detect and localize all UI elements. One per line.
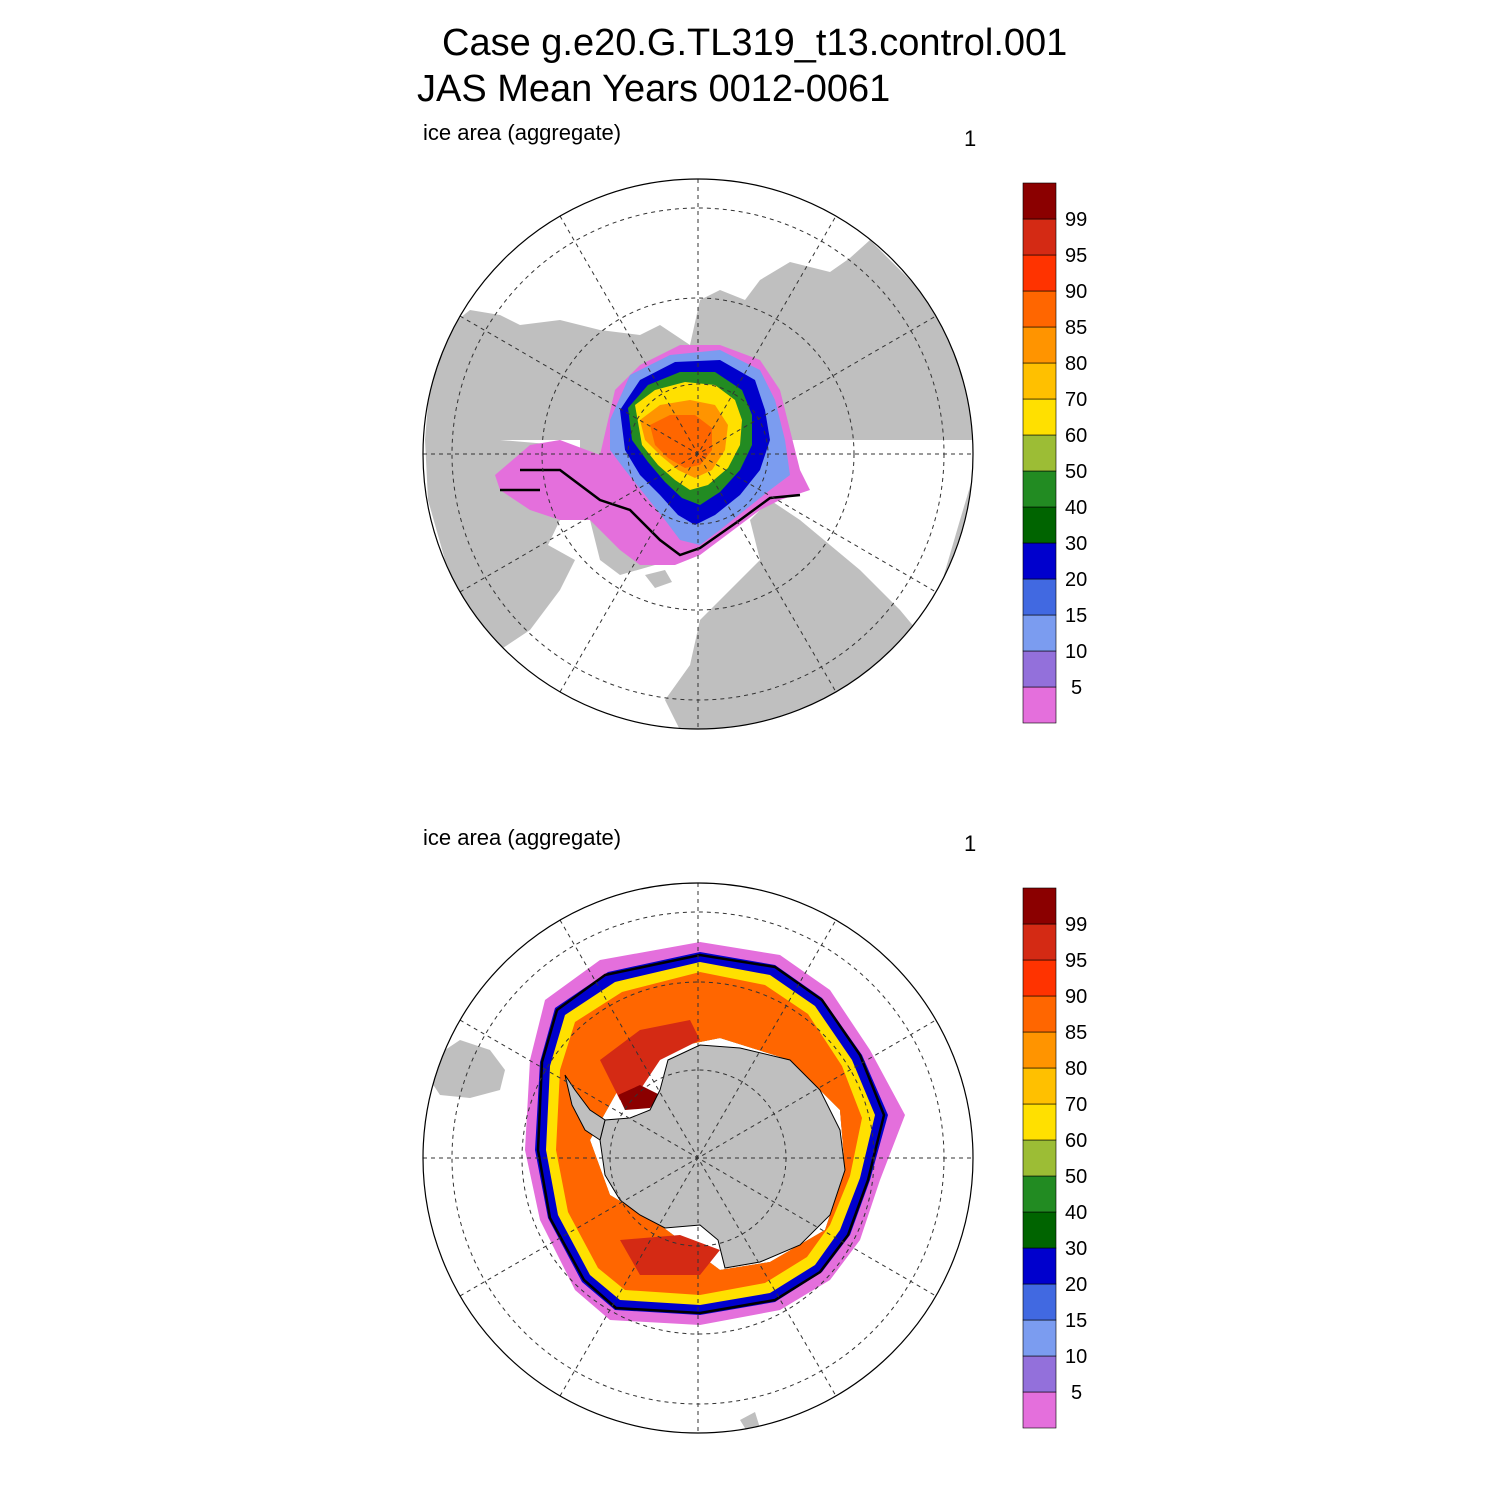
south-colorbar-swatch [1022,1175,1057,1213]
south-colorbar-swatch [1022,1247,1057,1285]
south-colorbar: 5 10 15 20 30 40 50 60 70 80 85 90 95 99 [1022,887,1087,1429]
south-polar-map [422,882,974,1434]
north-colorbar-swatch [1022,362,1057,400]
north-colorbar-swatch [1022,326,1057,364]
north-ice-edge-line [500,468,801,557]
figure-title-case: Case g.e20.G.TL319_t13.control.001 [442,22,1068,64]
south-graticule [423,883,973,1433]
north-colorbar-swatch [1022,578,1057,616]
north-colorbar-swatch [1022,182,1057,220]
south-colorbar-swatch [1022,959,1057,997]
north-colorbar-swatch [1022,650,1057,688]
north-polar-map [422,178,974,730]
north-colorbar-label: 50 [1065,461,1087,483]
figure-title-period: JAS Mean Years 0012-0061 [417,68,891,110]
south-map-boundary [422,882,974,1434]
south-colorbar-swatch [1022,1391,1057,1429]
south-colorbar-label: 85 [1065,1022,1087,1044]
north-colorbar-label: 95 [1065,245,1087,267]
south-colorbar-label: 10 [1065,1346,1087,1368]
south-colorbar-swatch [1022,1103,1057,1141]
north-colorbar-label: 20 [1065,569,1087,591]
south-land-antarctic-peninsula [564,1074,606,1141]
south-colorbar-swatch [1022,1031,1057,1069]
south-colorbar-swatch [1022,1211,1057,1249]
north-colorbar-swatch [1022,290,1057,328]
north-land-eurasia-asia [425,240,973,440]
north-colorbar-label: 99 [1065,209,1087,231]
north-map-boundary [422,178,974,730]
south-colorbar-label: 20 [1065,1274,1087,1296]
north-colorbar-swatch [1022,434,1057,472]
north-colorbar-label: 70 [1065,389,1087,411]
north-colorbar-label: 85 [1065,317,1087,339]
north-colorbar-swatch [1022,218,1057,256]
south-colorbar-label: 5 [1071,1382,1082,1404]
north-colorbar: 5 10 15 20 30 40 50 60 70 80 85 90 95 99 [1022,182,1087,724]
south-panel-number: 1 [964,831,977,856]
north-colorbar-swatch [1022,686,1057,724]
south-colorbar-swatch [1022,1283,1057,1321]
south-land-antarctica [599,1044,846,1269]
south-colorbar-swatch [1022,995,1057,1033]
south-colorbar-label: 50 [1065,1166,1087,1188]
south-colorbar-label: 70 [1065,1094,1087,1116]
south-colorbar-label: 95 [1065,950,1087,972]
south-colorbar-swatch [1022,887,1057,925]
north-colorbar-swatch [1022,470,1057,508]
north-colorbar-label: 15 [1065,605,1087,627]
north-colorbar-label: 5 [1071,677,1082,699]
north-colorbar-swatch [1022,614,1057,652]
south-ice-edge-line [536,953,886,1315]
south-colorbar-swatch [1022,1319,1057,1357]
south-colorbar-label: 60 [1065,1130,1087,1152]
north-colorbar-swatch [1022,542,1057,580]
south-colorbar-label: 40 [1065,1202,1087,1224]
north-land-iceland [645,570,672,588]
south-ice-band-99 [600,1020,720,1275]
north-colorbar-swatch [1022,506,1057,544]
north-colorbar-label: 60 [1065,425,1087,447]
north-colorbar-label: 10 [1065,641,1087,663]
north-colorbar-label: 90 [1065,281,1087,303]
south-land-south-america [430,1040,505,1098]
north-panel-label: ice area (aggregate) [423,120,622,145]
north-colorbar-label: 80 [1065,353,1087,375]
north-colorbar-swatch [1022,398,1057,436]
north-colorbar-swatch [1022,254,1057,292]
north-colorbar-label: 40 [1065,497,1087,519]
north-colorbar-label: 30 [1065,533,1087,555]
south-colorbar-label: 80 [1065,1058,1087,1080]
south-colorbar-label: 99 [1065,914,1087,936]
south-colorbar-label: 15 [1065,1310,1087,1332]
north-panel-number: 1 [964,126,977,151]
south-ice-band-max [618,1085,660,1110]
south-panel-label: ice area (aggregate) [423,825,622,850]
south-colorbar-swatch [1022,923,1057,961]
south-colorbar-swatch [1022,1067,1057,1105]
south-colorbar-swatch [1022,1139,1057,1177]
south-colorbar-swatch [1022,1355,1057,1393]
north-graticule [423,179,973,729]
south-colorbar-label: 90 [1065,986,1087,1008]
south-colorbar-label: 30 [1065,1238,1087,1260]
